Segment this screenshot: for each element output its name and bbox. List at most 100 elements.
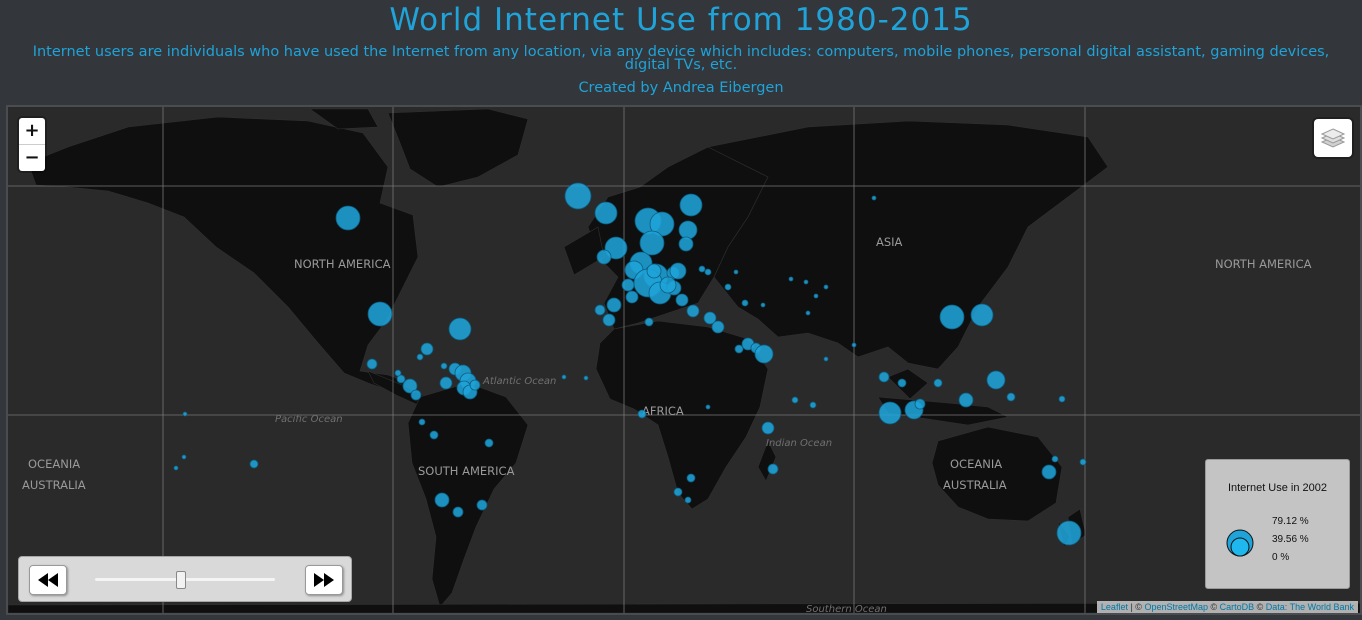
country-marker[interactable] [724, 283, 732, 291]
country-marker[interactable] [564, 182, 592, 210]
country-marker[interactable] [933, 378, 943, 388]
country-marker[interactable] [809, 401, 817, 409]
country-marker[interactable] [402, 378, 418, 394]
country-marker[interactable] [678, 220, 698, 240]
country-marker[interactable] [644, 317, 654, 327]
country-marker[interactable] [673, 487, 683, 497]
country-marker[interactable] [476, 499, 488, 511]
country-marker[interactable] [410, 389, 422, 401]
country-marker[interactable] [181, 454, 187, 460]
country-marker[interactable] [686, 473, 696, 483]
country-marker[interactable] [367, 301, 393, 327]
country-marker[interactable] [637, 409, 647, 419]
country-marker[interactable] [596, 249, 612, 265]
country-marker[interactable] [418, 418, 426, 426]
country-marker[interactable] [394, 369, 402, 377]
country-marker[interactable] [760, 302, 766, 308]
country-marker[interactable] [958, 392, 974, 408]
country-marker[interactable] [669, 262, 687, 280]
country-marker[interactable] [678, 236, 694, 252]
zoom-out-button[interactable]: − [19, 144, 45, 171]
country-marker[interactable] [914, 398, 926, 410]
country-marker[interactable] [646, 263, 662, 279]
country-marker[interactable] [1051, 455, 1059, 463]
country-marker[interactable] [897, 378, 907, 388]
rewind-button[interactable] [29, 565, 67, 595]
country-marker[interactable] [429, 430, 439, 440]
country-marker[interactable] [711, 320, 725, 334]
country-marker[interactable] [705, 404, 711, 410]
country-marker[interactable] [741, 299, 749, 307]
country-marker[interactable] [698, 265, 706, 273]
country-marker[interactable] [788, 276, 794, 282]
country-marker[interactable] [1006, 392, 1016, 402]
country-marker[interactable] [366, 358, 378, 370]
country-marker[interactable] [733, 269, 739, 275]
country-marker[interactable] [803, 279, 809, 285]
country-marker[interactable] [484, 438, 494, 448]
country-marker[interactable] [823, 284, 829, 290]
osm-link[interactable]: OpenStreetMap [1144, 602, 1208, 612]
country-marker[interactable] [420, 342, 434, 356]
country-marker[interactable] [851, 342, 857, 348]
country-marker[interactable] [440, 362, 448, 370]
country-marker[interactable] [970, 303, 994, 327]
country-marker[interactable] [878, 371, 890, 383]
country-marker[interactable] [939, 304, 965, 330]
country-marker[interactable] [986, 370, 1006, 390]
country-marker[interactable] [639, 230, 665, 256]
carto-link[interactable]: CartoDB [1219, 602, 1255, 612]
country-marker[interactable] [754, 344, 774, 364]
country-marker[interactable] [182, 411, 188, 417]
country-marker[interactable] [679, 193, 703, 217]
country-marker[interactable] [469, 379, 481, 391]
country-marker[interactable] [621, 278, 635, 292]
country-marker[interactable] [871, 195, 877, 201]
map-legend: Internet Use in 2002 79.12 % 39.56 % 0 % [1205, 459, 1350, 589]
country-marker[interactable] [761, 421, 775, 435]
country-marker[interactable] [335, 205, 361, 231]
country-marker[interactable] [452, 506, 464, 518]
country-marker[interactable] [583, 375, 589, 381]
country-marker[interactable] [684, 496, 692, 504]
country-marker[interactable] [805, 310, 811, 316]
country-marker[interactable] [686, 304, 700, 318]
country-marker[interactable] [416, 353, 424, 361]
country-marker[interactable] [173, 465, 179, 471]
fast-forward-button[interactable] [305, 565, 343, 595]
country-marker[interactable] [704, 268, 712, 276]
country-marker[interactable] [767, 463, 779, 475]
country-marker[interactable] [791, 396, 799, 404]
country-marker[interactable] [249, 459, 259, 469]
country-marker[interactable] [561, 374, 567, 380]
country-marker[interactable] [434, 492, 450, 508]
country-marker[interactable] [625, 290, 639, 304]
country-marker[interactable] [448, 317, 472, 341]
country-marker[interactable] [675, 293, 689, 307]
country-marker[interactable] [734, 344, 744, 354]
country-marker[interactable] [1058, 395, 1066, 403]
country-marker[interactable] [594, 304, 606, 316]
country-marker[interactable] [703, 311, 717, 325]
label-pacific-ocean: Pacific Ocean [275, 414, 343, 425]
label-north-america-west: NORTH AMERICA [294, 257, 391, 271]
country-marker[interactable] [602, 313, 616, 327]
country-marker[interactable] [396, 374, 406, 384]
country-marker[interactable] [813, 293, 819, 299]
country-marker[interactable] [439, 376, 453, 390]
layers-button[interactable] [1314, 119, 1352, 157]
zoom-in-button[interactable]: + [24, 120, 40, 141]
country-marker[interactable] [1056, 520, 1082, 546]
country-marker[interactable] [594, 201, 618, 225]
world-bank-link[interactable]: Data: The World Bank [1265, 602, 1354, 612]
world-map[interactable]: NORTH AMERICA ASIA NORTH AMERICA AFRICA … [6, 105, 1362, 615]
rewind-icon [38, 573, 58, 587]
leaflet-link[interactable]: Leaflet [1100, 602, 1128, 612]
country-marker[interactable] [659, 276, 677, 294]
country-marker[interactable] [1079, 458, 1087, 466]
timeline-slider-handle[interactable] [176, 571, 186, 589]
country-marker[interactable] [823, 356, 829, 362]
country-marker[interactable] [606, 297, 622, 313]
country-marker[interactable] [878, 401, 902, 425]
country-marker[interactable] [1041, 464, 1057, 480]
